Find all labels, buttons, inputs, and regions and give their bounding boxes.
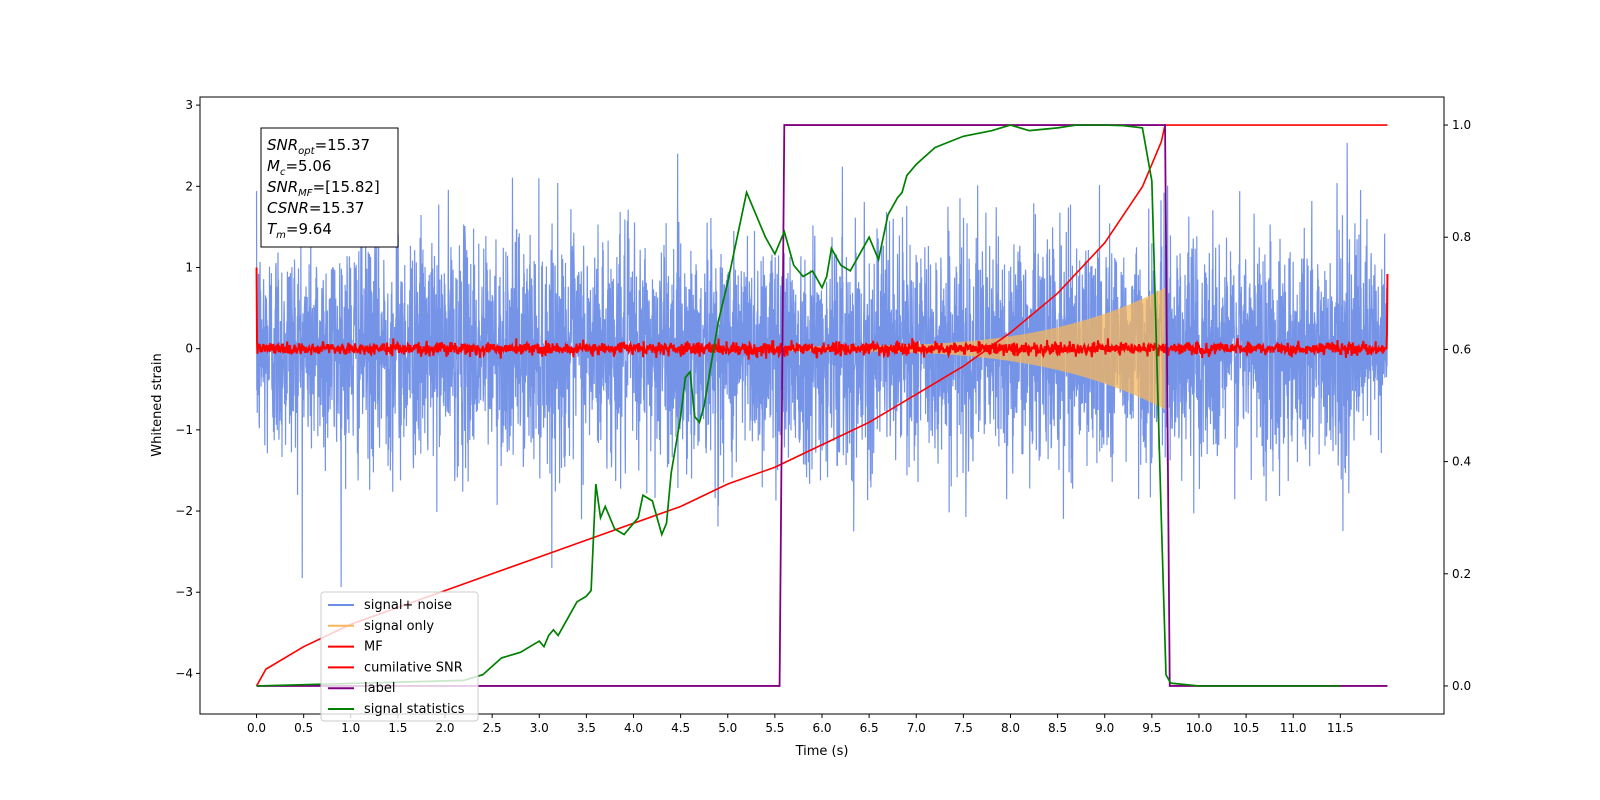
x-tick-label: 9.0 bbox=[1095, 721, 1114, 735]
x-tick-label: 8.5 bbox=[1048, 721, 1067, 735]
legend-label: signal only bbox=[364, 619, 434, 634]
annotation-line: SNRopt=15.37 bbox=[267, 136, 370, 157]
x-tick-label: 1.0 bbox=[341, 721, 360, 735]
series-line-mf bbox=[255, 267, 1389, 360]
legend-label: cumilative SNR bbox=[364, 660, 463, 675]
x-tick-label: 7.0 bbox=[907, 721, 926, 735]
right-tick-label: 0.4 bbox=[1452, 455, 1471, 469]
right-tick-label: 0.8 bbox=[1452, 230, 1471, 244]
x-tick-label: 11.5 bbox=[1327, 721, 1354, 735]
x-axis-label: Time (s) bbox=[795, 744, 849, 759]
x-tick-label: 1.5 bbox=[388, 721, 407, 735]
series-line-signal-statistics bbox=[256, 124, 1341, 687]
right-tick-label: 1.0 bbox=[1452, 118, 1471, 132]
annotation-line: Mc=5.06 bbox=[267, 157, 331, 178]
legend-label: signal+ noise bbox=[364, 598, 452, 613]
y-tick-label: −1 bbox=[175, 423, 193, 437]
y-tick-label: 0 bbox=[185, 342, 193, 356]
x-tick-label: 3.5 bbox=[577, 721, 596, 735]
y-tick-label: 2 bbox=[185, 179, 193, 193]
legend-label: MF bbox=[364, 640, 383, 655]
annotation-line: SNRMF=[15.82] bbox=[267, 178, 380, 199]
x-tick-label: 2.0 bbox=[435, 721, 454, 735]
x-tick-label: 3.0 bbox=[530, 721, 549, 735]
annotation-line: CSNR=15.37 bbox=[267, 199, 364, 217]
x-tick-label: 9.5 bbox=[1142, 721, 1161, 735]
legend-frame bbox=[320, 591, 479, 722]
legend-label: signal statistics bbox=[364, 702, 465, 717]
right-axis-ticks: 0.0 0.2 0.4 0.6 0.8 1.0 bbox=[1444, 118, 1471, 693]
x-tick-label: 10.5 bbox=[1233, 721, 1260, 735]
y-axis-ticks: −4 −3 −2 −1 0 1 2 3 bbox=[175, 98, 200, 680]
x-tick-label: 5.5 bbox=[765, 721, 784, 735]
x-tick-label: 6.5 bbox=[860, 721, 879, 735]
right-tick-label: 0.0 bbox=[1452, 679, 1471, 693]
annotation-line: Tm=9.64 bbox=[267, 220, 332, 241]
y-axis-label: Whitened strain bbox=[150, 353, 165, 456]
y-tick-label: −4 bbox=[175, 666, 193, 680]
legend: signal+ noise signal only MF cumilative SNR… bbox=[320, 591, 479, 722]
x-tick-label: 2.5 bbox=[483, 721, 502, 735]
x-tick-label: 0.0 bbox=[247, 721, 266, 735]
x-axis-ticks: 0.0 0.5 1.0 1.5 2.0 2.5 3.0 3.5 4.0 4.5 5.0 5.5 6.0 6… bbox=[247, 714, 1354, 735]
x-tick-label: 4.0 bbox=[624, 721, 643, 735]
x-tick-label: 0.5 bbox=[294, 721, 313, 735]
right-tick-label: 0.6 bbox=[1452, 342, 1471, 356]
x-tick-label: 11.0 bbox=[1280, 721, 1307, 735]
x-tick-label: 6.0 bbox=[812, 721, 831, 735]
annotation-frame bbox=[260, 127, 399, 248]
metrics-annotation-box: SNRopt=15.37Mc=5.06SNRMF=[15.82]CSNR=15.… bbox=[260, 127, 399, 248]
x-tick-label: 4.5 bbox=[671, 721, 690, 735]
y-tick-label: −2 bbox=[175, 504, 193, 518]
x-tick-label: 5.0 bbox=[718, 721, 737, 735]
y-tick-label: −3 bbox=[175, 585, 193, 599]
right-tick-label: 0.2 bbox=[1452, 567, 1471, 581]
x-tick-label: 10.0 bbox=[1186, 721, 1213, 735]
y-tick-label: 1 bbox=[185, 260, 193, 274]
x-tick-label: 7.5 bbox=[954, 721, 973, 735]
x-tick-label: 8.0 bbox=[1001, 721, 1020, 735]
y-tick-label: 3 bbox=[185, 98, 193, 112]
legend-label: label bbox=[364, 681, 395, 696]
